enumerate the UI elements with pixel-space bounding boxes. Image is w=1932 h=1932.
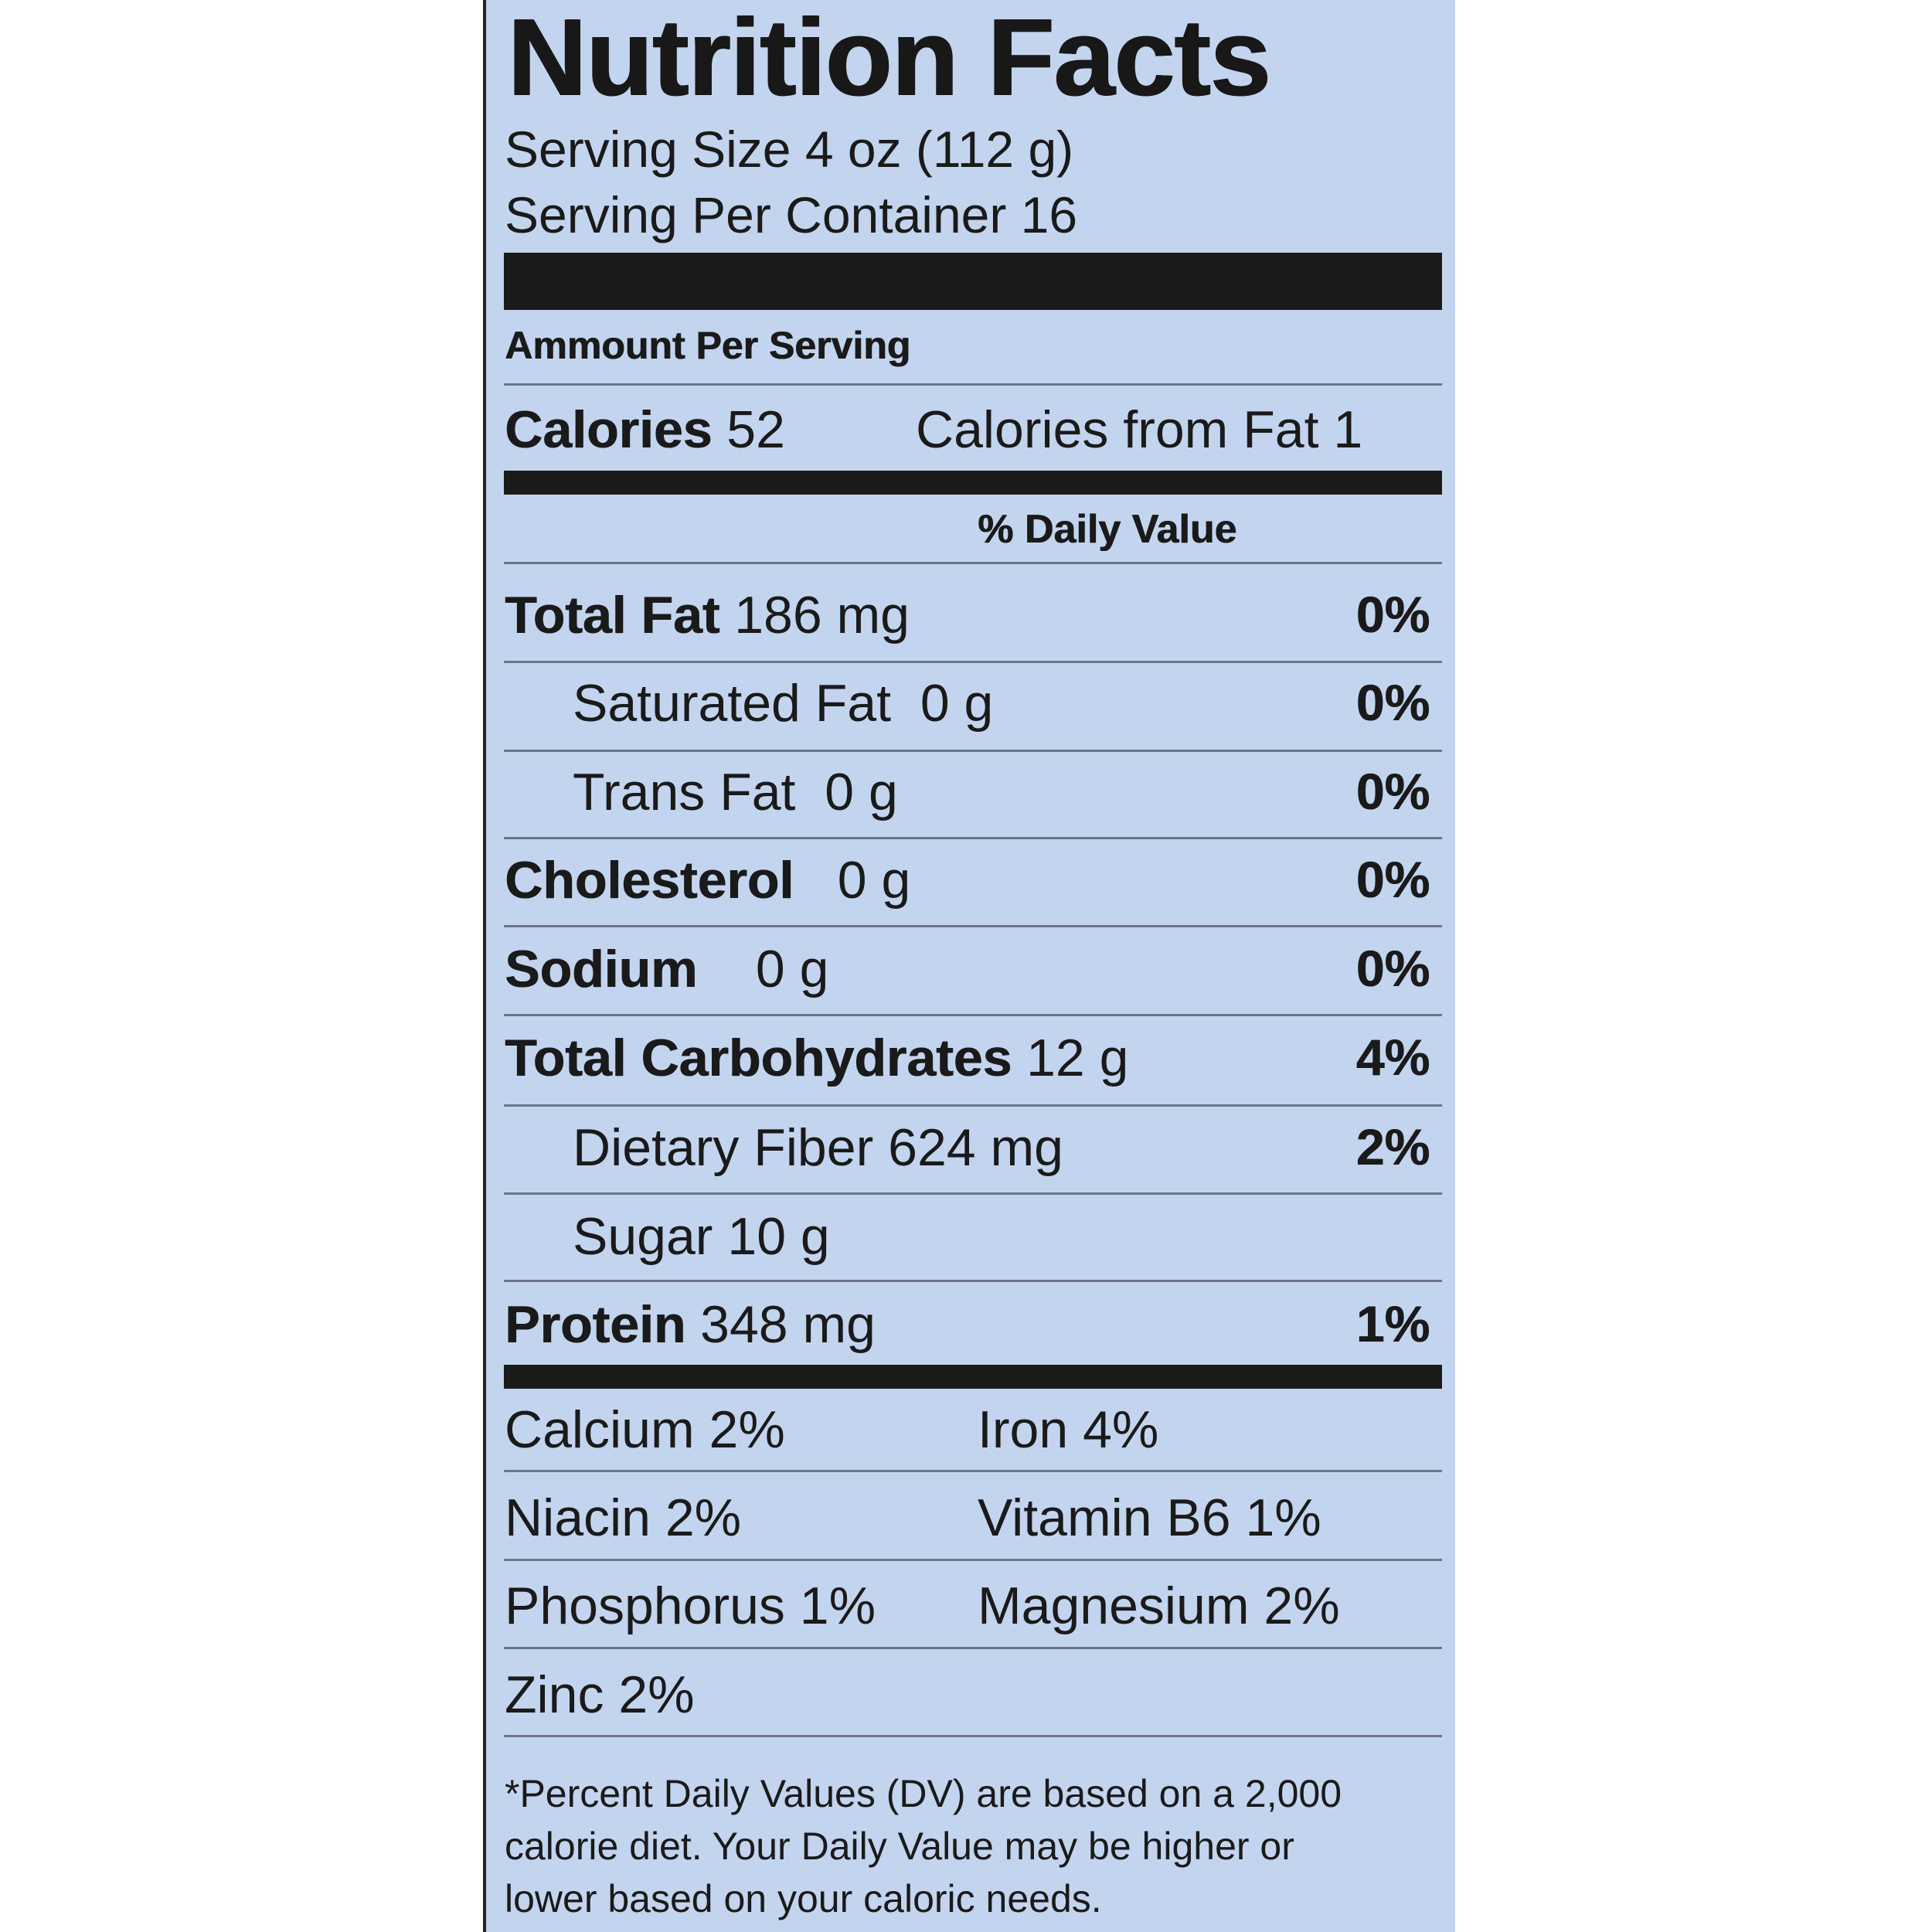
divider: [504, 1470, 1442, 1472]
footnote-line: *Percent Daily Values (DV) are based on …: [505, 1772, 1342, 1815]
nutrient-amount: 186 mg: [734, 586, 910, 645]
nutrient-amount: 0 g: [825, 763, 898, 821]
medium-divider: [504, 1365, 1442, 1389]
nutrient-name: Dietary Fiber: [573, 1118, 874, 1177]
divider: [504, 383, 1442, 386]
nutrient-row-saturated-fat: Saturated Fat 0 g: [573, 677, 993, 730]
label-title: Nutrition Facts: [508, 0, 1271, 119]
divider: [504, 1735, 1442, 1737]
nutrient-dv: 0%: [1355, 674, 1430, 731]
nutrient-dv: 2%: [1355, 1118, 1430, 1175]
nutrient-row-cholesterol: Cholesterol 0 g: [505, 854, 910, 906]
nutrient-amount: 348 mg: [700, 1295, 876, 1354]
nutrient-amount: 12 g: [1026, 1029, 1129, 1087]
vitamin-b6: Vitamin B6 1%: [978, 1488, 1321, 1547]
thick-divider-top: [504, 253, 1442, 310]
nutrient-row-trans-fat: Trans Fat 0 g: [573, 766, 898, 818]
nutrient-dv: 0%: [1355, 763, 1430, 820]
divider: [504, 1104, 1442, 1107]
nutrient-name: Sugar: [573, 1207, 713, 1266]
serving-size: Serving Size 4 oz (112 g): [505, 121, 1074, 178]
vitamin-niacin: Niacin 2%: [505, 1488, 742, 1547]
nutrition-facts-label: Nutrition Facts Serving Size 4 oz (112 g…: [483, 0, 1455, 1932]
nutrient-dv: 0%: [1355, 851, 1430, 908]
divider: [504, 1014, 1442, 1016]
footnote-line: calorie diet. Your Daily Value may be hi…: [505, 1825, 1294, 1868]
nutrient-row-total-carbohydrates: Total Carbohydrates 12 g: [505, 1032, 1128, 1084]
footnote: *Percent Daily Values (DV) are based on …: [505, 1767, 1443, 1925]
nutrient-amount: 0 g: [755, 940, 829, 998]
nutrient-name: Total Fat: [505, 586, 720, 645]
nutrient-dv: 4%: [1355, 1029, 1430, 1086]
divider: [504, 1192, 1442, 1195]
nutrient-row-sugar: Sugar 10 g: [573, 1210, 830, 1263]
vitamin-calcium: Calcium 2%: [505, 1400, 785, 1459]
divider: [504, 925, 1442, 927]
divider: [504, 562, 1442, 564]
servings-per-container: Serving Per Container 16: [505, 186, 1078, 243]
nutrient-row-total-fat: Total Fat 186 mg: [505, 589, 910, 641]
calories-row: Calories 52: [505, 403, 785, 456]
nutrient-amount: 0 g: [920, 674, 994, 733]
vitamin-iron: Iron 4%: [978, 1400, 1159, 1459]
nutrient-name: Protein: [505, 1295, 686, 1354]
nutrient-amount: 624 mg: [888, 1118, 1063, 1177]
nutrient-name: Saturated Fat: [573, 674, 892, 733]
nutrient-name: Sodium: [505, 940, 698, 998]
divider: [504, 750, 1442, 752]
vitamin-zinc: Zinc 2%: [505, 1665, 695, 1724]
nutrient-name: Total Carbohydrates: [505, 1029, 1012, 1087]
amount-per-serving: Ammount Per Serving: [505, 324, 911, 367]
nutrient-row-dietary-fiber: Dietary Fiber 624 mg: [573, 1121, 1063, 1174]
nutrient-dv: 0%: [1355, 940, 1430, 997]
divider: [504, 1647, 1442, 1649]
medium-divider: [504, 471, 1442, 495]
nutrient-amount: 0 g: [837, 851, 911, 910]
nutrient-name: Trans Fat: [573, 763, 796, 821]
nutrient-amount: 10 g: [727, 1207, 830, 1266]
vitamin-phosphorus: Phosphorus 1%: [505, 1577, 876, 1635]
footnote-line: lower based on your caloric needs.: [505, 1877, 1102, 1920]
nutrient-row-sodium: Sodium 0 g: [505, 943, 828, 995]
calories-from-fat: Calories from Fat 1: [916, 400, 1363, 459]
calories-value: 52: [726, 400, 785, 459]
nutrient-row-protein: Protein 348 mg: [505, 1298, 876, 1351]
divider: [504, 1280, 1442, 1282]
divider: [504, 1559, 1442, 1561]
calories-label: Calories: [505, 400, 713, 459]
divider: [504, 661, 1442, 663]
nutrient-dv: 0%: [1355, 586, 1430, 643]
nutrient-name: Cholesterol: [505, 851, 794, 910]
vitamin-magnesium: Magnesium 2%: [978, 1577, 1340, 1635]
nutrient-dv: 1%: [1355, 1295, 1430, 1352]
daily-value-header: % Daily Value: [978, 507, 1237, 552]
divider: [504, 837, 1442, 839]
